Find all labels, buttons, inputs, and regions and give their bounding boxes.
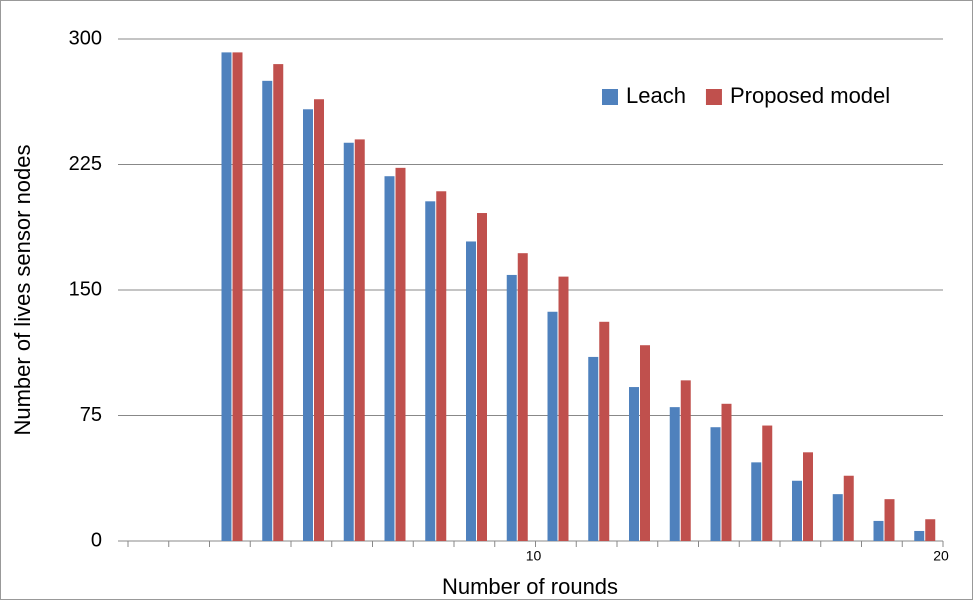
legend-swatch [602, 89, 618, 105]
bar [832, 494, 843, 541]
y-tick-label: 0 [91, 529, 102, 551]
bar [762, 425, 773, 541]
bar [558, 276, 569, 541]
y-tick-label: 75 [80, 404, 102, 426]
x-tick-label: 10 [526, 548, 542, 564]
bar [395, 167, 406, 541]
bar [914, 530, 925, 541]
legend-label: Proposed model [730, 83, 890, 108]
bar [884, 499, 895, 541]
bar [710, 427, 721, 541]
bar [436, 191, 447, 542]
bar [477, 213, 487, 541]
bar [640, 345, 650, 541]
legend-swatch [705, 89, 722, 105]
bar [843, 475, 854, 541]
bar [303, 109, 313, 541]
bar [588, 356, 599, 541]
bar [221, 52, 232, 542]
bar [314, 99, 324, 542]
bar [547, 311, 558, 541]
bar [629, 387, 639, 541]
bar [262, 80, 273, 541]
bar [343, 142, 354, 541]
bar [669, 407, 680, 541]
x-tick-label: 20 [933, 548, 949, 564]
bar [273, 64, 284, 541]
bar [466, 241, 476, 541]
bar [506, 274, 517, 541]
bar [680, 380, 691, 541]
bar [384, 176, 395, 542]
bar [751, 462, 762, 541]
y-tick-label: 225 [69, 153, 102, 175]
y-tick-label: 300 [69, 27, 102, 49]
legend-label: Leach [626, 83, 686, 108]
bar [232, 52, 243, 542]
y-tick-label: 150 [69, 278, 102, 300]
bar [792, 480, 802, 541]
y-axis-label: Number of lives sensor nodes [10, 144, 35, 435]
bar [721, 403, 732, 541]
bar [599, 321, 610, 541]
bar [517, 253, 528, 542]
bar [425, 201, 436, 541]
bar [803, 452, 813, 541]
bar [925, 519, 936, 541]
bar [873, 520, 884, 541]
x-axis-label: Number of rounds [442, 574, 618, 599]
bar [354, 139, 365, 541]
